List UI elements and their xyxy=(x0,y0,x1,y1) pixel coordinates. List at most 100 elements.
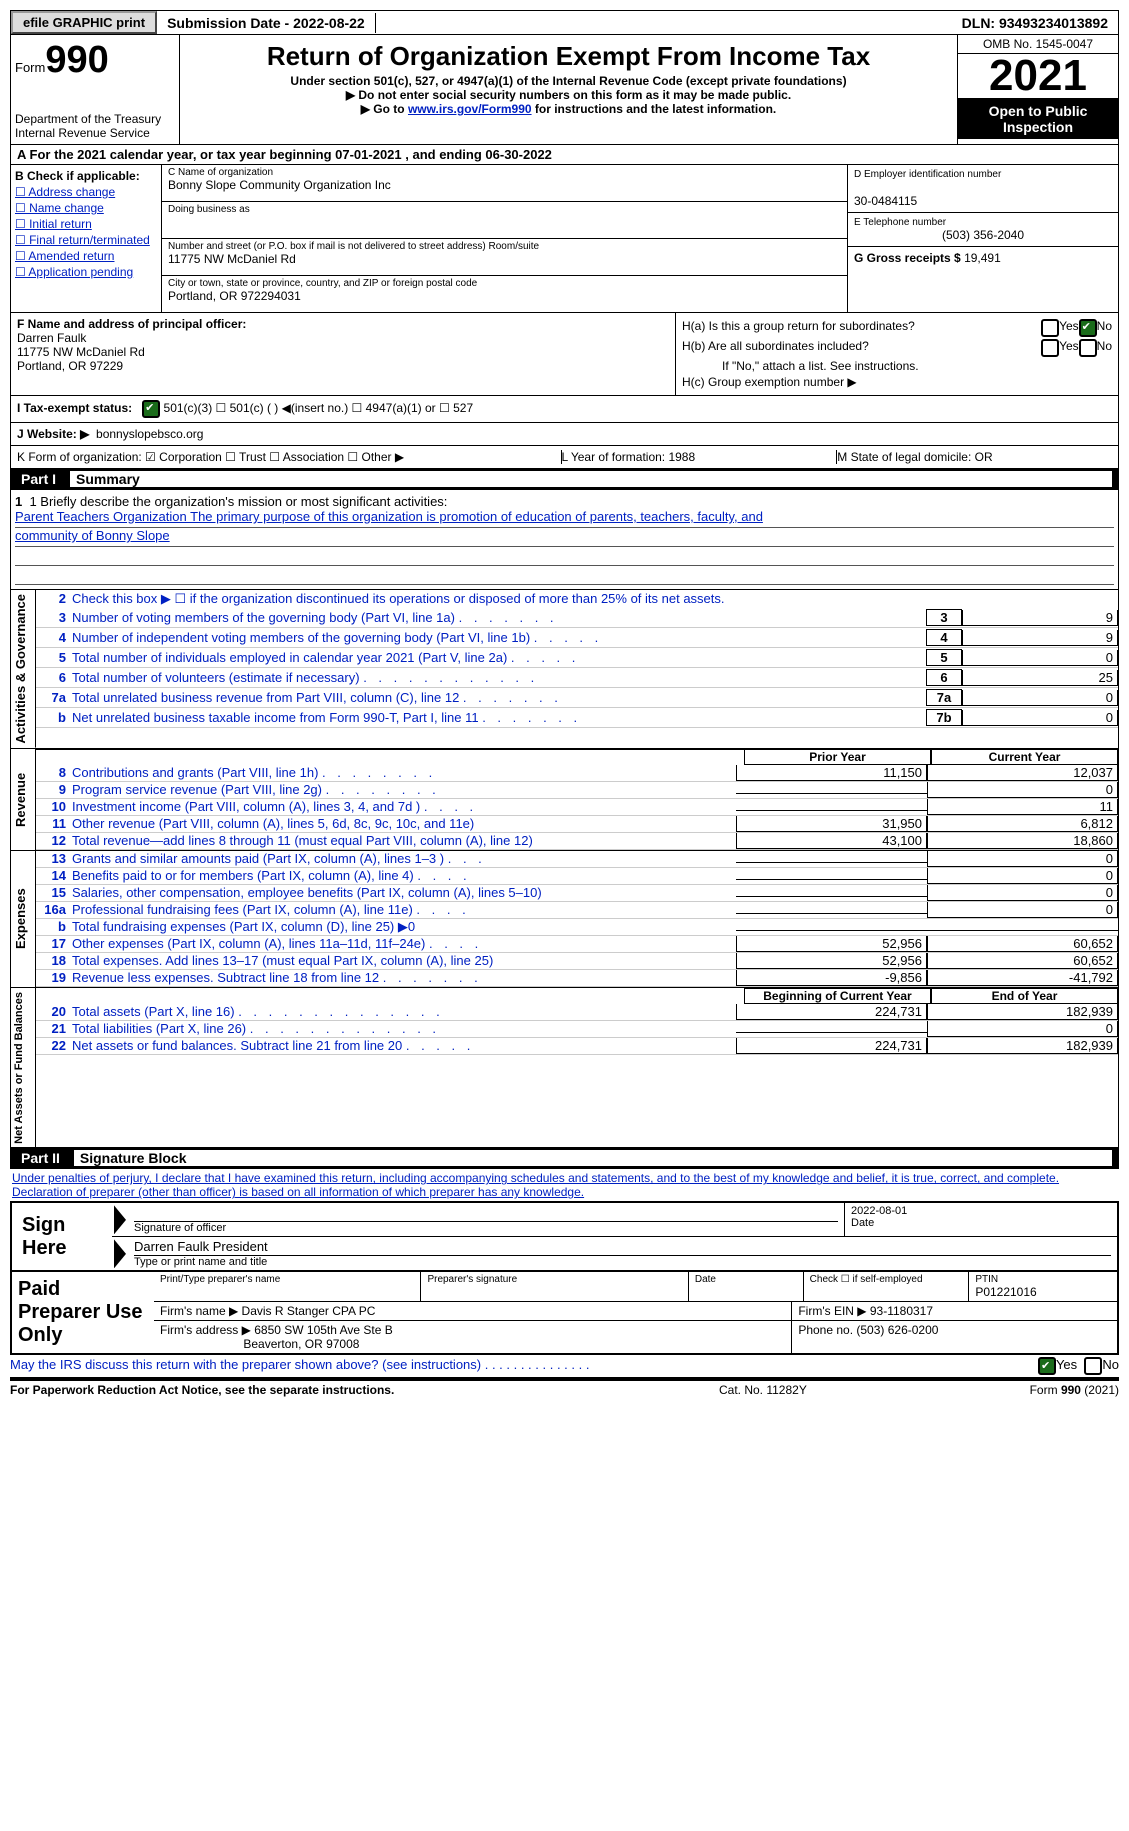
hb-note: If "No," attach a list. See instructions… xyxy=(682,359,1112,373)
row-i-tax-status: I Tax-exempt status: 501(c)(3) ☐ 501(c) … xyxy=(10,396,1119,423)
mission-line-2: community of Bonny Slope xyxy=(15,528,1114,547)
part-2-header: Part II Signature Block xyxy=(10,1148,1119,1169)
chk-application-pending[interactable]: ☐ Application pending xyxy=(15,265,157,279)
chk-initial-return[interactable]: ☐ Initial return xyxy=(15,217,157,231)
discuss-no-checkbox[interactable] xyxy=(1084,1357,1102,1375)
officer-addr: 11775 NW McDaniel Rd xyxy=(17,345,145,359)
line-13: 13 Grants and similar amounts paid (Part… xyxy=(36,851,1118,868)
line-b: b Total fundraising expenses (Part IX, c… xyxy=(36,919,1118,936)
hb-no-checkbox[interactable] xyxy=(1079,339,1097,357)
ein-label: D Employer identification number xyxy=(854,169,1112,180)
summary-net-assets: Net Assets or Fund Balances Beginning of… xyxy=(10,988,1119,1149)
mission-block: 1 1 Briefly describe the organization's … xyxy=(10,490,1119,590)
discuss-yes-checkbox[interactable] xyxy=(1038,1357,1056,1375)
line-18: 18 Total expenses. Add lines 13–17 (must… xyxy=(36,953,1118,970)
line-14: 14 Benefits paid to or for members (Part… xyxy=(36,868,1118,885)
hb-question: H(b) Are all subordinates included? xyxy=(682,339,1041,357)
firm-addr1: 6850 SW 105th Ave Ste B xyxy=(254,1323,393,1337)
irs-link[interactable]: www.irs.gov/Form990 xyxy=(408,102,532,116)
gov-line-3: 3 Number of voting members of the govern… xyxy=(36,608,1118,628)
gross-receipts: 19,491 xyxy=(964,251,1001,265)
ptin: P01221016 xyxy=(975,1285,1036,1299)
col-begin-year: Beginning of Current Year xyxy=(744,988,931,1004)
line-9: 9 Program service revenue (Part VIII, li… xyxy=(36,782,1118,799)
ha-question: H(a) Is this a group return for subordin… xyxy=(682,319,1041,337)
chk-final-return[interactable]: ☐ Final return/terminated xyxy=(15,233,157,247)
part-1-header: Part I Summary xyxy=(10,469,1119,490)
sig-officer-label: Signature of officer xyxy=(134,1222,226,1234)
sig-date-label: Date xyxy=(851,1217,874,1229)
form-header: Form990 Department of the Treasury Inter… xyxy=(10,35,1119,145)
hc-question: H(c) Group exemption number ▶ xyxy=(682,375,1112,389)
org-info-block: B Check if applicable: ☐ Address change … xyxy=(10,165,1119,313)
subtitle-2: ▶ Do not enter social security numbers o… xyxy=(184,88,953,102)
hb-yes-checkbox[interactable] xyxy=(1041,339,1059,357)
form-number: Form990 xyxy=(15,39,175,82)
form-title: Return of Organization Exempt From Incom… xyxy=(184,41,953,72)
tel-label: E Telephone number xyxy=(854,217,1112,228)
officer-city: Portland, OR 97229 xyxy=(17,359,123,373)
officer-name: Darren Faulk xyxy=(17,331,86,345)
line-15: 15 Salaries, other compensation, employe… xyxy=(36,885,1118,902)
footer: For Paperwork Reduction Act Notice, see … xyxy=(10,1380,1119,1397)
k-form-org: K Form of organization: ☑ Corporation ☐ … xyxy=(17,450,562,464)
website: bonnyslopebsco.org xyxy=(96,427,203,441)
row-a-tax-year: A For the 2021 calendar year, or tax yea… xyxy=(10,145,1119,165)
ein: 30-0484115 xyxy=(854,194,917,208)
line-21: 21 Total liabilities (Part X, line 26) .… xyxy=(36,1021,1118,1038)
line-20: 20 Total assets (Part X, line 16) . . . … xyxy=(36,1004,1118,1021)
col-end-year: End of Year xyxy=(931,988,1118,1004)
chk-address-change[interactable]: ☐ Address change xyxy=(15,185,157,199)
firm-phone: (503) 626-0200 xyxy=(856,1323,938,1337)
vtab-revenue: Revenue xyxy=(11,749,36,850)
gov-line-5: 5 Total number of individuals employed i… xyxy=(36,648,1118,668)
firm-ein: 93-1180317 xyxy=(870,1304,933,1318)
dba-label: Doing business as xyxy=(168,204,841,215)
ha-no-checkbox[interactable] xyxy=(1079,319,1097,337)
firm-addr2: Beaverton, OR 97008 xyxy=(243,1337,359,1351)
tax-year: 2021 xyxy=(958,54,1118,99)
line-19: 19 Revenue less expenses. Subtract line … xyxy=(36,970,1118,987)
line-10: 10 Investment income (Part VIII, column … xyxy=(36,799,1118,816)
col-prior-year: Prior Year xyxy=(744,749,931,765)
gov-line-b: b Net unrelated business taxable income … xyxy=(36,708,1118,728)
sign-here-block: Sign Here Signature of officer 2022-08-0… xyxy=(10,1201,1119,1272)
line-2-desc: Check this box ▶ ☐ if the organization d… xyxy=(72,591,1118,607)
chk-name-change[interactable]: ☐ Name change xyxy=(15,201,157,215)
gov-line-4: 4 Number of independent voting members o… xyxy=(36,628,1118,648)
mission-line-1: Parent Teachers Organization The primary… xyxy=(15,509,1114,528)
line-22: 22 Net assets or fund balances. Subtract… xyxy=(36,1038,1118,1055)
penalties-text: Under penalties of perjury, I declare th… xyxy=(10,1169,1119,1201)
line-8: 8 Contributions and grants (Part VIII, l… xyxy=(36,765,1118,782)
department: Department of the Treasury Internal Reve… xyxy=(15,112,175,140)
firm-name: Davis R Stanger CPA PC xyxy=(242,1304,376,1318)
ha-yes-checkbox[interactable] xyxy=(1041,319,1059,337)
arrow-icon xyxy=(114,1239,126,1268)
subtitle-3: ▶ Go to www.irs.gov/Form990 for instruct… xyxy=(184,102,953,116)
chk-501c3[interactable] xyxy=(142,400,160,418)
sign-date: 2022-08-01 xyxy=(851,1205,1111,1217)
officer-print-name: Darren Faulk President xyxy=(134,1239,1111,1256)
vtab-governance: Activities & Governance xyxy=(11,590,36,748)
section-b-label: B Check if applicable: xyxy=(15,169,140,183)
l-year-formation: L Year of formation: 1988 xyxy=(562,450,838,464)
arrow-icon xyxy=(114,1205,126,1234)
officer-group-block: F Name and address of principal officer:… xyxy=(10,313,1119,396)
chk-amended[interactable]: ☐ Amended return xyxy=(15,249,157,263)
org-name: Bonny Slope Community Organization Inc xyxy=(168,178,391,192)
telephone: (503) 356-2040 xyxy=(854,228,1112,242)
print-name-label: Type or print name and title xyxy=(134,1256,267,1268)
dln: DLN: 93493234013892 xyxy=(952,13,1118,33)
gov-line-6: 6 Total number of volunteers (estimate i… xyxy=(36,668,1118,688)
mission-line-4 xyxy=(15,566,1114,585)
summary-expenses: Expenses 13 Grants and similar amounts p… xyxy=(10,851,1119,988)
efile-print-button[interactable]: efile GRAPHIC print xyxy=(11,11,157,34)
gov-line-7a: 7a Total unrelated business revenue from… xyxy=(36,688,1118,708)
m-state-domicile: M State of legal domicile: OR xyxy=(837,450,1112,464)
open-inspection: Open to Public Inspection xyxy=(958,99,1118,139)
line-11: 11 Other revenue (Part VIII, column (A),… xyxy=(36,816,1118,833)
vtab-net-assets: Net Assets or Fund Balances xyxy=(11,988,36,1148)
mission-line-3 xyxy=(15,547,1114,566)
subtitle-1: Under section 501(c), 527, or 4947(a)(1)… xyxy=(184,74,953,88)
vtab-expenses: Expenses xyxy=(11,851,36,987)
